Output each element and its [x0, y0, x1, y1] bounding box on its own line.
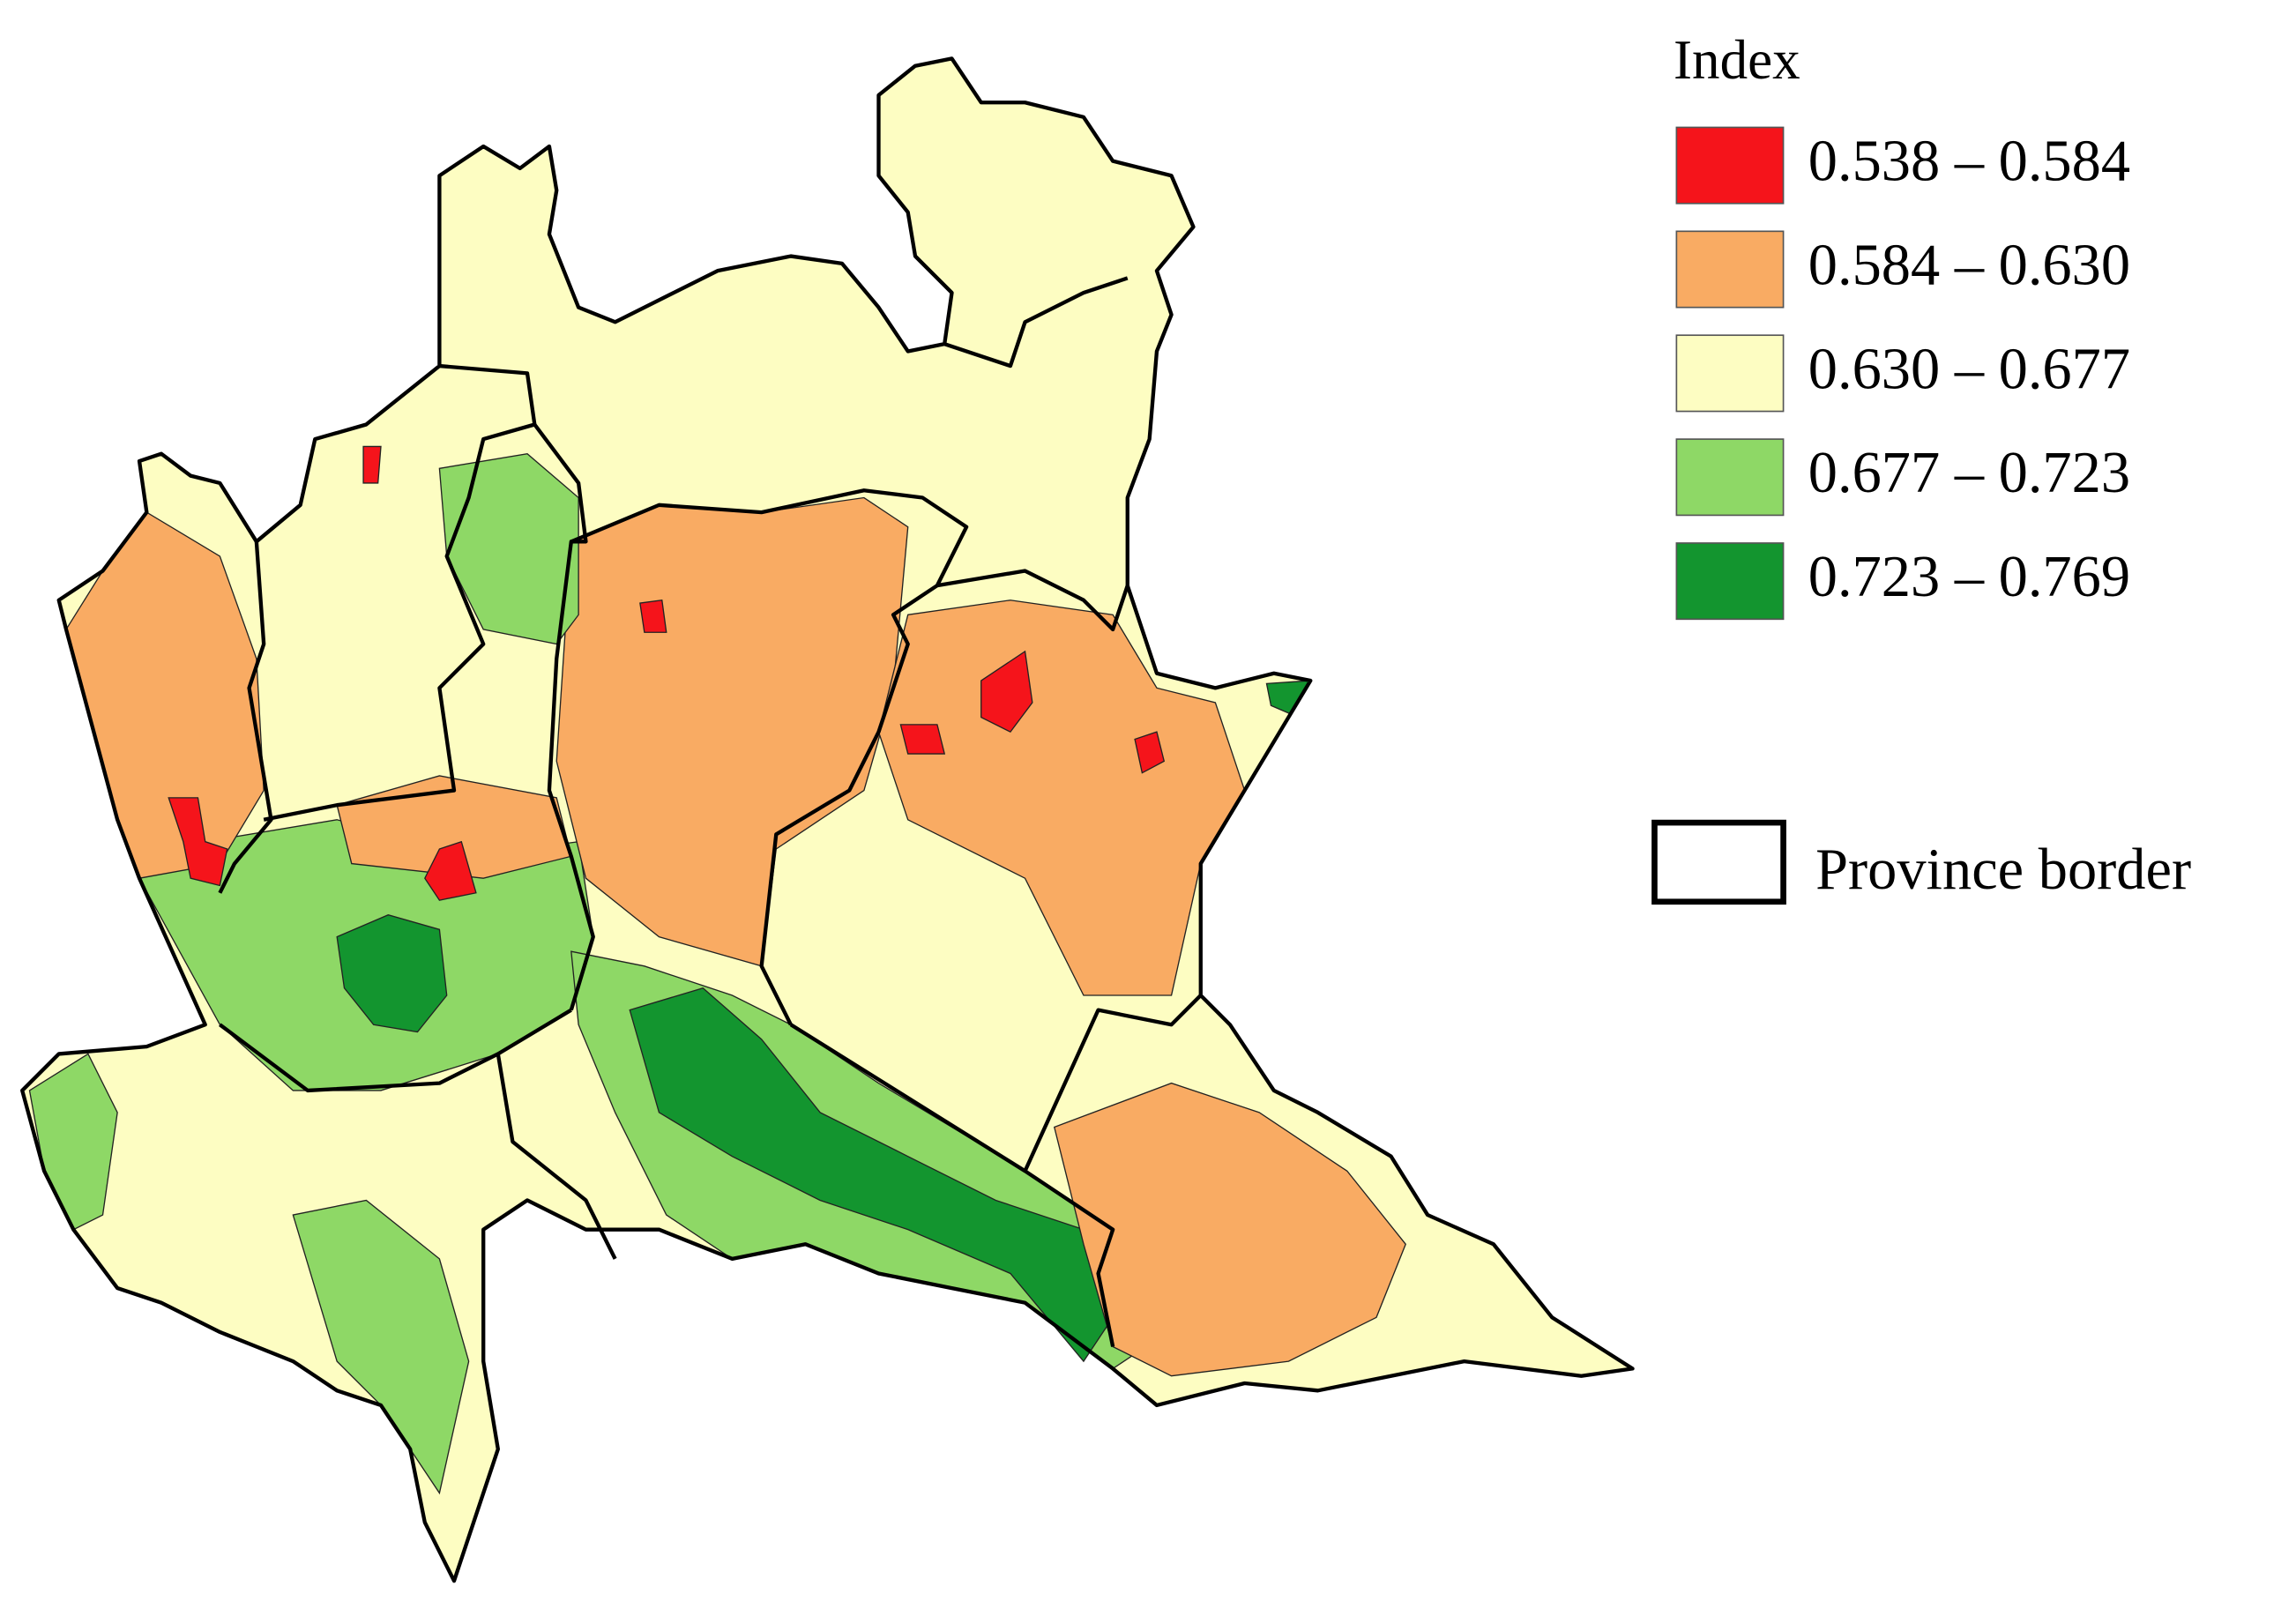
zone-red: [639, 599, 667, 633]
legend-swatch: [1675, 542, 1785, 621]
legend-label: 0.723 – 0.769: [1808, 545, 2130, 609]
zone-red: [362, 445, 382, 484]
province-border: [1023, 994, 1203, 1173]
legend-swatch: [1675, 438, 1785, 517]
zone-red: [424, 840, 477, 901]
legend-swatch: [1675, 126, 1785, 205]
zone-dark-green: [336, 914, 448, 1033]
legend-label: 0.677 – 0.723: [1808, 441, 2130, 505]
zone-orange: [1053, 1082, 1406, 1377]
legend: Index Province border 0.538 – 0.584 0.584…: [1651, 29, 2191, 905]
zone-red: [168, 797, 228, 887]
border-label: Province border: [1815, 838, 2191, 902]
zone-red: [980, 650, 1033, 734]
region-map: [20, 56, 1635, 1583]
province-border: [570, 488, 969, 1026]
province-border: [936, 569, 1129, 632]
province-border: [263, 363, 537, 822]
province-border: [789, 1023, 1115, 1347]
border-swatch: [1651, 819, 1786, 905]
legend-label: 0.630 – 0.677: [1808, 337, 2130, 401]
province-border: [533, 423, 595, 1011]
legend-label: 0.538 – 0.584: [1808, 130, 2130, 194]
zone-green: [292, 1199, 470, 1495]
legend-label: 0.584 – 0.630: [1808, 233, 2130, 297]
province-border: [218, 541, 273, 894]
legend-swatch: [1675, 334, 1785, 413]
province-border: [219, 1008, 572, 1093]
region-border: [20, 56, 1635, 1583]
legend-title: Index: [1674, 29, 1800, 91]
zone-red: [899, 724, 946, 755]
zone-red: [1134, 731, 1166, 774]
province-border: [943, 276, 1129, 369]
legend-swatch: [1675, 230, 1785, 309]
